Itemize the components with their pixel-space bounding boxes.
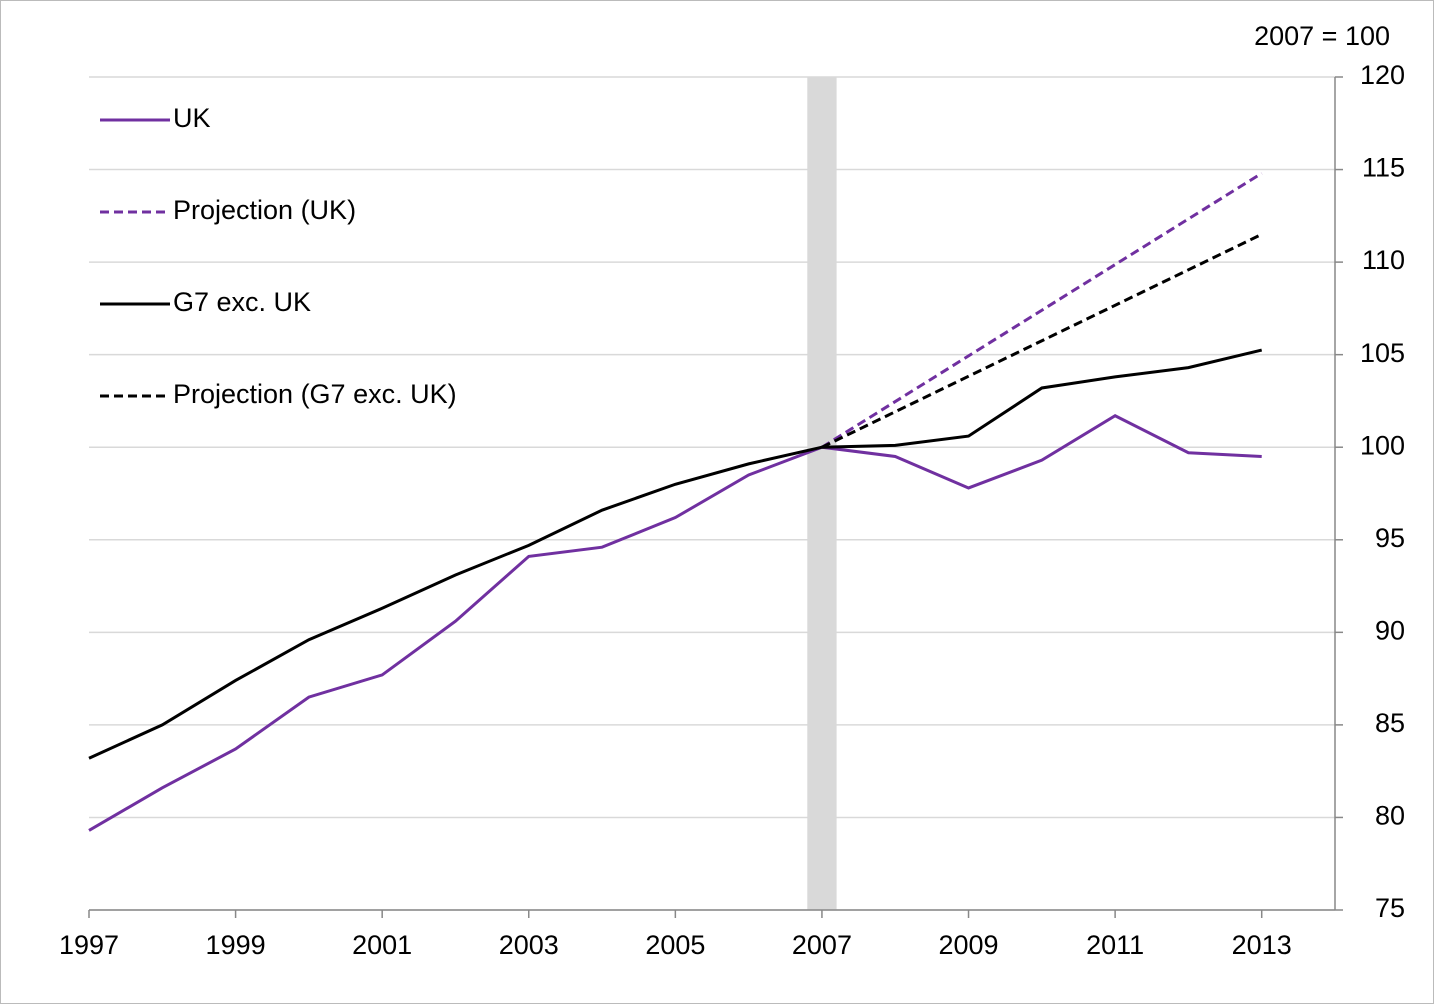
shade-band xyxy=(807,77,837,910)
x-tick-label: 2007 xyxy=(792,930,852,960)
y-tick-label: 85 xyxy=(1375,708,1405,738)
x-tick-label: 2009 xyxy=(938,930,998,960)
y-tick-label: 115 xyxy=(1362,153,1405,183)
y-tick-label: 120 xyxy=(1360,60,1405,90)
x-tick-label: 2003 xyxy=(499,930,559,960)
y-tick-label: 95 xyxy=(1375,523,1405,553)
x-tick-label: 2001 xyxy=(352,930,412,960)
x-tick-label: 2013 xyxy=(1232,930,1292,960)
y-tick-label: 90 xyxy=(1375,615,1405,645)
y-tick-label: 105 xyxy=(1360,338,1405,368)
line-series xyxy=(88,414,1262,832)
y-tick-label: 110 xyxy=(1362,245,1405,275)
x-tick-label: 2005 xyxy=(645,930,705,960)
line-series xyxy=(821,232,1263,449)
line-series xyxy=(88,348,1263,760)
y-tick-label: 80 xyxy=(1375,801,1405,831)
line-series xyxy=(821,171,1263,449)
y-tick-label: 100 xyxy=(1360,430,1405,460)
legend-label: G7 exc. UK xyxy=(173,287,311,317)
x-tick-label: 2011 xyxy=(1086,930,1144,960)
legend-label: Projection (UK) xyxy=(173,195,356,225)
y-tick-label: 75 xyxy=(1375,893,1405,923)
legend-label: UK xyxy=(173,103,211,133)
legend-label: Projection (G7 exc. UK) xyxy=(173,379,457,409)
annotation: 2007 = 100 xyxy=(1254,21,1390,51)
x-tick-label: 1999 xyxy=(206,930,266,960)
x-tick-label: 1997 xyxy=(59,930,119,960)
